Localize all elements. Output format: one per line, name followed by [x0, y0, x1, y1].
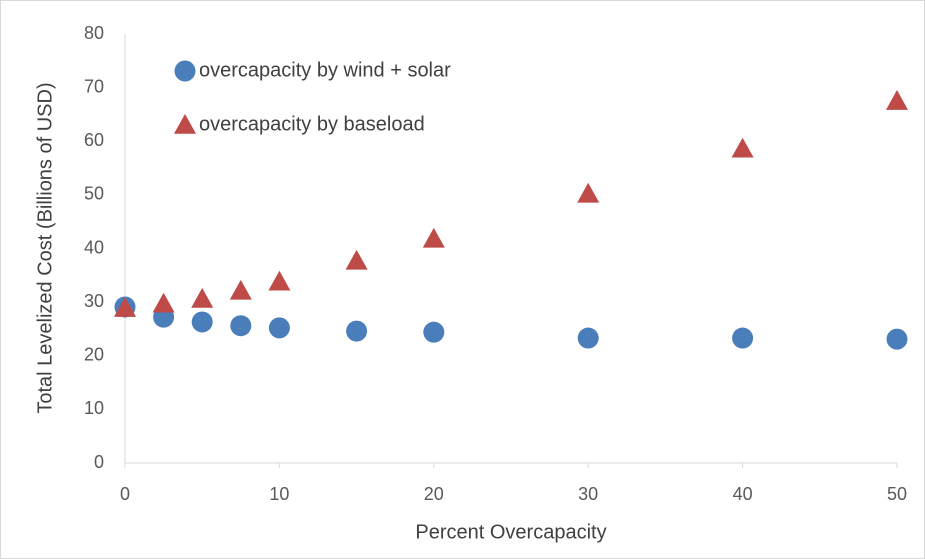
x-tick-label: 50 [887, 484, 907, 504]
x-tick-label: 30 [578, 484, 598, 504]
y-tick-label: 70 [84, 76, 104, 96]
x-tick-label: 20 [424, 484, 444, 504]
circle-marker [577, 327, 599, 349]
circle-marker [886, 328, 908, 350]
legend-label: overcapacity by wind + solar [199, 59, 451, 81]
triangle-marker [152, 292, 175, 313]
x-tick-label: 10 [269, 484, 289, 504]
circle-marker [191, 311, 213, 333]
legend-marker [174, 114, 196, 134]
triangle-marker [191, 287, 214, 308]
y-tick-label: 0 [94, 452, 104, 472]
triangle-marker [229, 279, 252, 300]
x-tick-label: 40 [733, 484, 753, 504]
triangle-marker [268, 270, 291, 291]
triangle-marker [114, 297, 136, 317]
circle-marker [423, 321, 445, 343]
y-axis-title: Total Levelized Cost (Billions of USD) [34, 82, 56, 413]
y-tick-label: 80 [84, 23, 104, 43]
circle-marker [230, 315, 252, 337]
y-tick-label: 50 [84, 184, 104, 204]
triangle-marker [345, 249, 368, 270]
circle-marker [732, 327, 754, 349]
x-axis-title: Percent Overcapacity [415, 521, 606, 543]
x-tick-label: 0 [120, 484, 130, 504]
triangle-marker [422, 227, 445, 248]
triangle-marker [886, 90, 908, 110]
y-tick-label: 30 [84, 291, 104, 311]
circle-marker [346, 320, 368, 342]
y-tick-label: 20 [84, 345, 104, 365]
y-tick-label: 40 [84, 237, 104, 257]
y-tick-label: 60 [84, 130, 104, 150]
circle-marker [268, 317, 290, 339]
triangle-marker [731, 137, 754, 158]
legend-marker [174, 60, 196, 82]
triangle-marker [577, 182, 600, 203]
legend-label: overcapacity by baseload [199, 113, 425, 135]
y-tick-label: 10 [84, 398, 104, 418]
